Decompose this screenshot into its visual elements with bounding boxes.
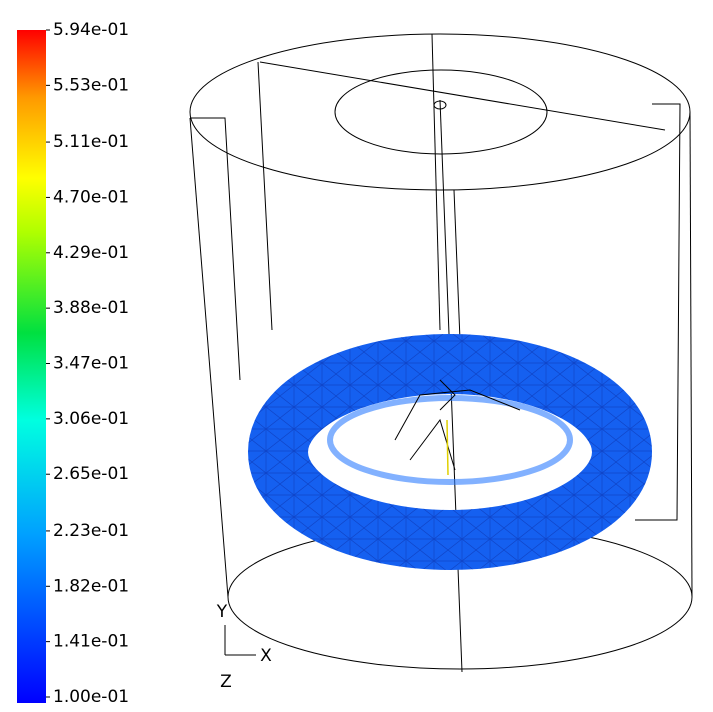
colorbar: [17, 30, 46, 703]
colorbar-label: 3.47e-01: [53, 354, 129, 374]
colorbar-label: 3.88e-01: [53, 298, 129, 318]
axis-triad: Y X Z: [216, 602, 272, 692]
colorbar-label: 1.00e-01: [53, 687, 129, 707]
colorbar-label: 1.41e-01: [53, 632, 129, 652]
axis-label: X: [260, 646, 272, 666]
colorbar-label: 4.29e-01: [53, 243, 129, 263]
colorbar-label: 1.82e-01: [53, 576, 129, 596]
colorbar-label: 4.70e-01: [53, 187, 129, 207]
colorbar-label: 5.53e-01: [53, 75, 129, 95]
colorbar-label: 2.23e-01: [53, 521, 129, 541]
colorbar-label: 2.65e-01: [53, 464, 129, 484]
torus: [248, 334, 652, 570]
colorbar-label: 5.11e-01: [53, 132, 129, 152]
axis-label: Z: [220, 672, 232, 692]
colorbar-label: 3.06e-01: [53, 409, 129, 429]
colorbar-label: 5.94e-01: [53, 20, 129, 40]
axis-label: Y: [216, 602, 228, 622]
